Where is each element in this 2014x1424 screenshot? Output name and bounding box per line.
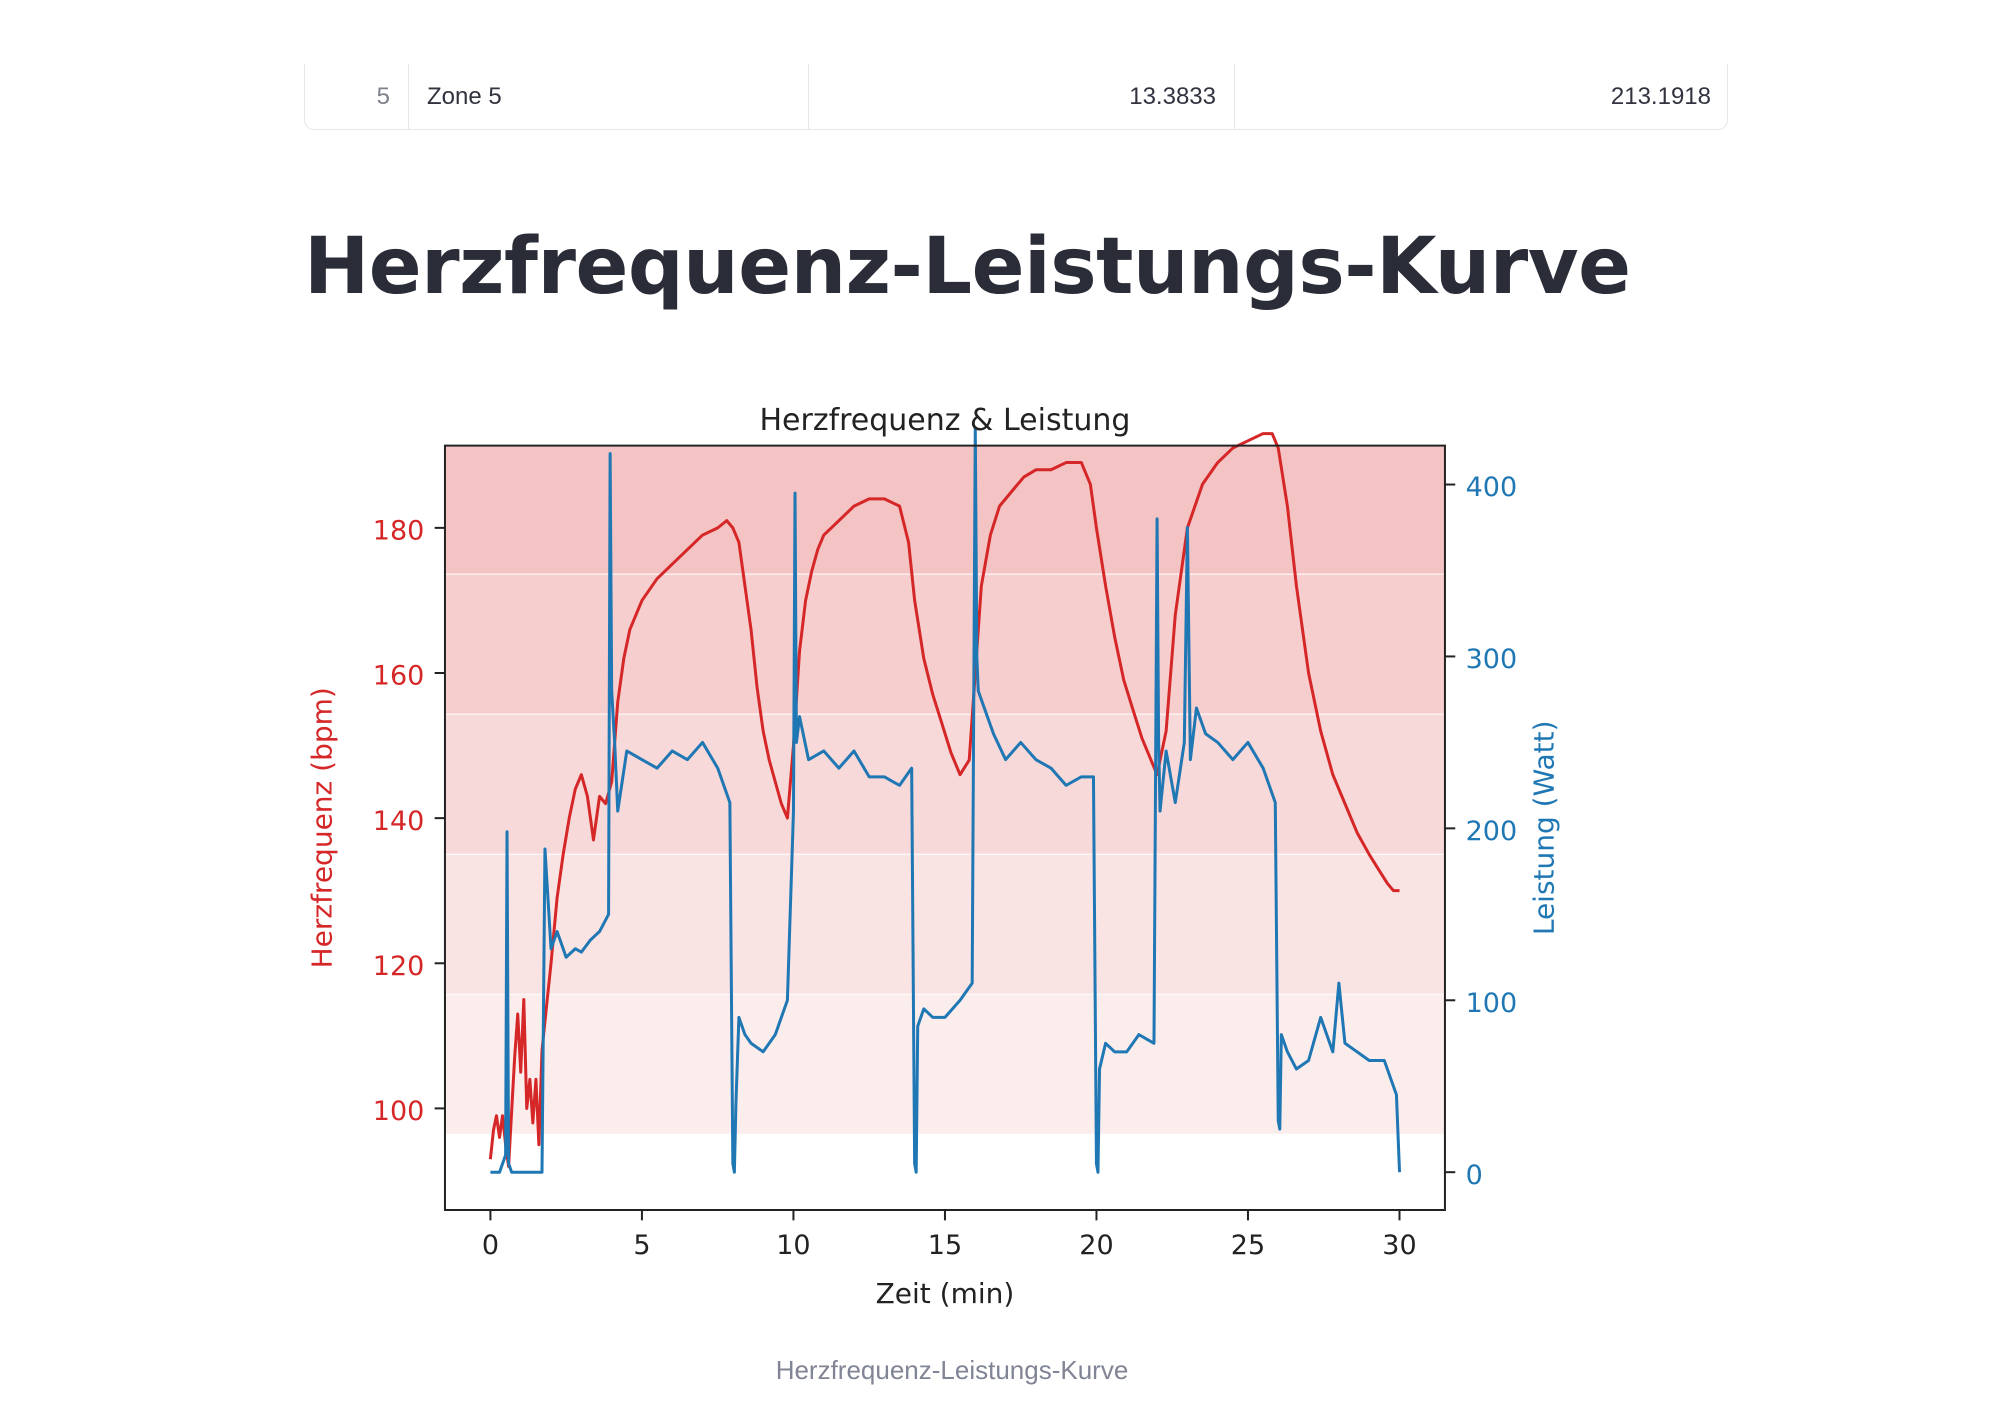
zone-band-2	[444, 853, 1445, 994]
power-line	[490, 428, 1399, 1172]
y-left-tick-label: 140	[373, 806, 425, 837]
x-tick-label: 20	[1079, 1230, 1113, 1261]
chart-root: 0 5 10 15 20 25 30 100 120 140 160 180 0 100 200 300 400…	[305, 403, 1560, 1310]
y-left-tick-label: 120	[373, 951, 425, 982]
table-row: 5 Zone 5 13.3833 213.1918	[305, 64, 1727, 130]
y-right-tick-label: 100	[1466, 988, 1518, 1019]
y-right-tick-label: 0	[1466, 1160, 1483, 1191]
x-tick-label: 25	[1231, 1230, 1265, 1261]
image-caption: Herzfrequenz-Leistungs-Kurve	[775, 1355, 1129, 1385]
heart-rate-line	[490, 434, 1399, 1167]
x-tick-label: 15	[928, 1230, 962, 1261]
y-axis-label-right: Leistung (Watt)	[1527, 720, 1560, 935]
x-tick-label: 5	[633, 1230, 650, 1261]
x-tick-label: 30	[1382, 1230, 1416, 1261]
y-axis-label-left: Herzfrequenz (bpm)	[305, 687, 338, 968]
zone-band-4	[444, 573, 1445, 714]
x-tick-label: 0	[482, 1230, 499, 1261]
zone-cell[interactable]: Zone 5	[409, 64, 809, 130]
zones-table: 5 Zone 5 13.3833 213.1918	[304, 64, 1728, 130]
zone-band-5	[444, 445, 1445, 574]
x-axis-label: Zeit (min)	[876, 1277, 1015, 1310]
y-right-tick-label: 200	[1466, 816, 1518, 847]
page-title: Herzfrequenz-Leistungs-Kurve	[304, 222, 1631, 312]
y-left-tick-label: 100	[373, 1096, 425, 1127]
value-cell-2[interactable]: 213.1918	[1610, 83, 1711, 110]
chart-image: 0 5 10 15 20 25 30 100 120 140 160 180 0 100 200 300 400…	[300, 345, 1600, 1335]
value-cell-1[interactable]: 13.3833	[809, 64, 1235, 130]
y-right-tick-label: 300	[1466, 644, 1518, 675]
y-left-tick-label: 160	[373, 661, 425, 692]
row-index: 5	[305, 64, 409, 130]
chart-title: Herzfrequenz & Leistung	[759, 403, 1130, 438]
y-right-tick-label: 400	[1466, 472, 1518, 503]
x-tick-label: 10	[776, 1230, 810, 1261]
y-left-tick-label: 180	[373, 516, 425, 547]
heart-rate-power-chart: 0 5 10 15 20 25 30 100 120 140 160 180 0 100 200 300 400…	[305, 403, 1560, 1310]
